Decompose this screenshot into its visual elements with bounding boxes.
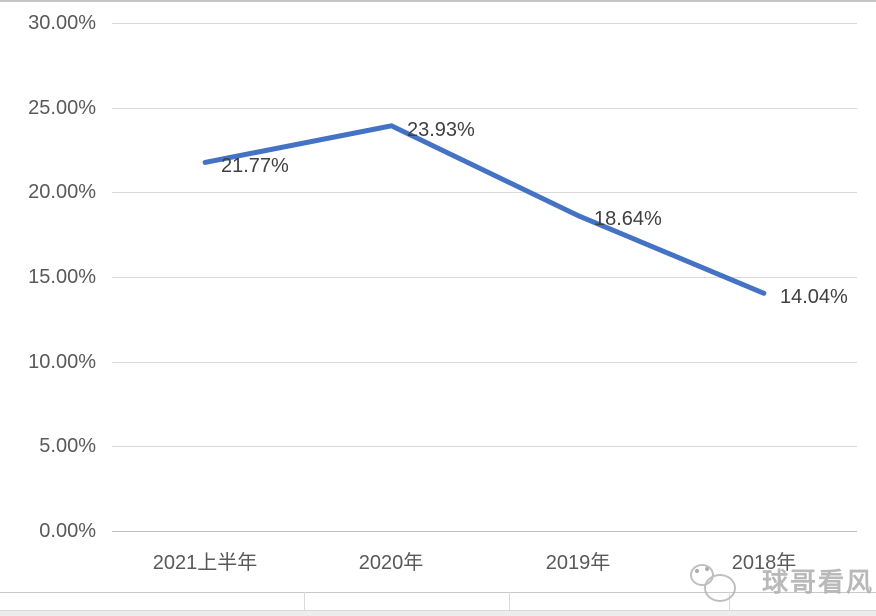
line-series-svg [202,123,767,296]
gridline [112,277,857,278]
x-tick-label: 2018年 [731,552,797,574]
x-tick-label: 2021上半年 [152,552,258,574]
y-tick-label: 10.00% [28,351,96,373]
face-eye-dot [695,569,699,573]
gridline [112,446,857,447]
y-tick-label: 30.00% [28,12,96,34]
data-point-label: 14.04% [780,286,848,308]
gridline [112,362,857,363]
top-divider-line [0,0,876,2]
data-point-label: 18.64% [594,208,662,230]
face-eye-dot [705,567,709,571]
y-tick-label: 20.00% [28,181,96,203]
spreadsheet-cell-divider [509,592,510,610]
line-chart: 30.00% 25.00% 20.00% 15.00% 10.00% 5.00% 0.00%… [28,12,857,574]
y-tick-label: 0.00% [39,520,96,542]
gridline [112,108,857,109]
spreadsheet-shaded-row [0,610,876,616]
watermark: 球哥看风 [688,558,873,602]
y-tick-label: 25.00% [28,97,96,119]
gridline [112,23,857,24]
gridline [112,192,857,193]
watermark-text: 球哥看风 [762,567,875,597]
spreadsheet-row-border [0,592,876,593]
cartoon-face-icon [688,560,744,602]
face-body-circle [704,574,736,602]
spreadsheet-cell-divider [729,592,730,610]
y-tick-label: 5.00% [39,435,96,457]
data-point-label: 23.93% [407,119,475,141]
spreadsheet-cell-divider [304,592,305,610]
data-point-label: 21.77% [221,155,289,177]
y-tick-label: 15.00% [28,266,96,288]
x-axis-line [112,531,857,532]
x-tick-label: 2020年 [358,552,424,574]
data-series-line [202,123,767,296]
x-tick-label: 2019年 [545,552,611,574]
